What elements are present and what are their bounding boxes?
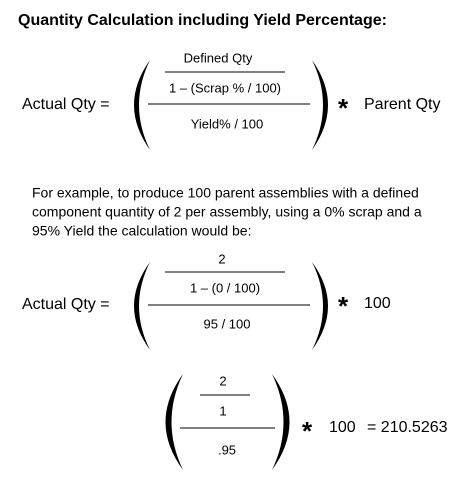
example-line: For example, to produce 100 parent assem… [32,185,419,201]
right-paren [272,374,290,470]
operator: * [302,416,313,446]
numerator-bottom: 1 – (Scrap % / 100) [169,80,281,95]
example-line: component quantity of 2 per assembly, us… [32,204,422,220]
rhs: 100 [329,419,356,436]
left-paren [134,262,150,350]
denominator: 95 / 100 [204,316,251,331]
example-line: 95% Yield the calculation would be: [32,223,251,239]
numerator-bottom: 1 [219,403,226,418]
lhs: Actual Qty = [22,296,110,313]
lhs: Actual Qty = [22,96,110,113]
numerator-bottom: 1 – (0 / 100) [190,280,260,295]
operator: * [338,291,349,321]
left-paren [134,60,150,150]
denominator: .95 [218,442,236,457]
result: = 210.5263 [367,419,448,436]
numerator-top: Defined Qty [184,50,253,65]
right-paren [312,60,328,150]
rhs: 100 [364,295,391,312]
right-paren [312,262,328,350]
denominator: Yield% / 100 [191,116,264,131]
title: Quantity Calculation including Yield Per… [18,12,387,29]
rhs: Parent Qty [364,96,440,113]
numerator-top: 2 [218,251,225,266]
operator: * [338,93,349,123]
left-paren [165,374,183,470]
numerator-top: 2 [219,373,226,388]
